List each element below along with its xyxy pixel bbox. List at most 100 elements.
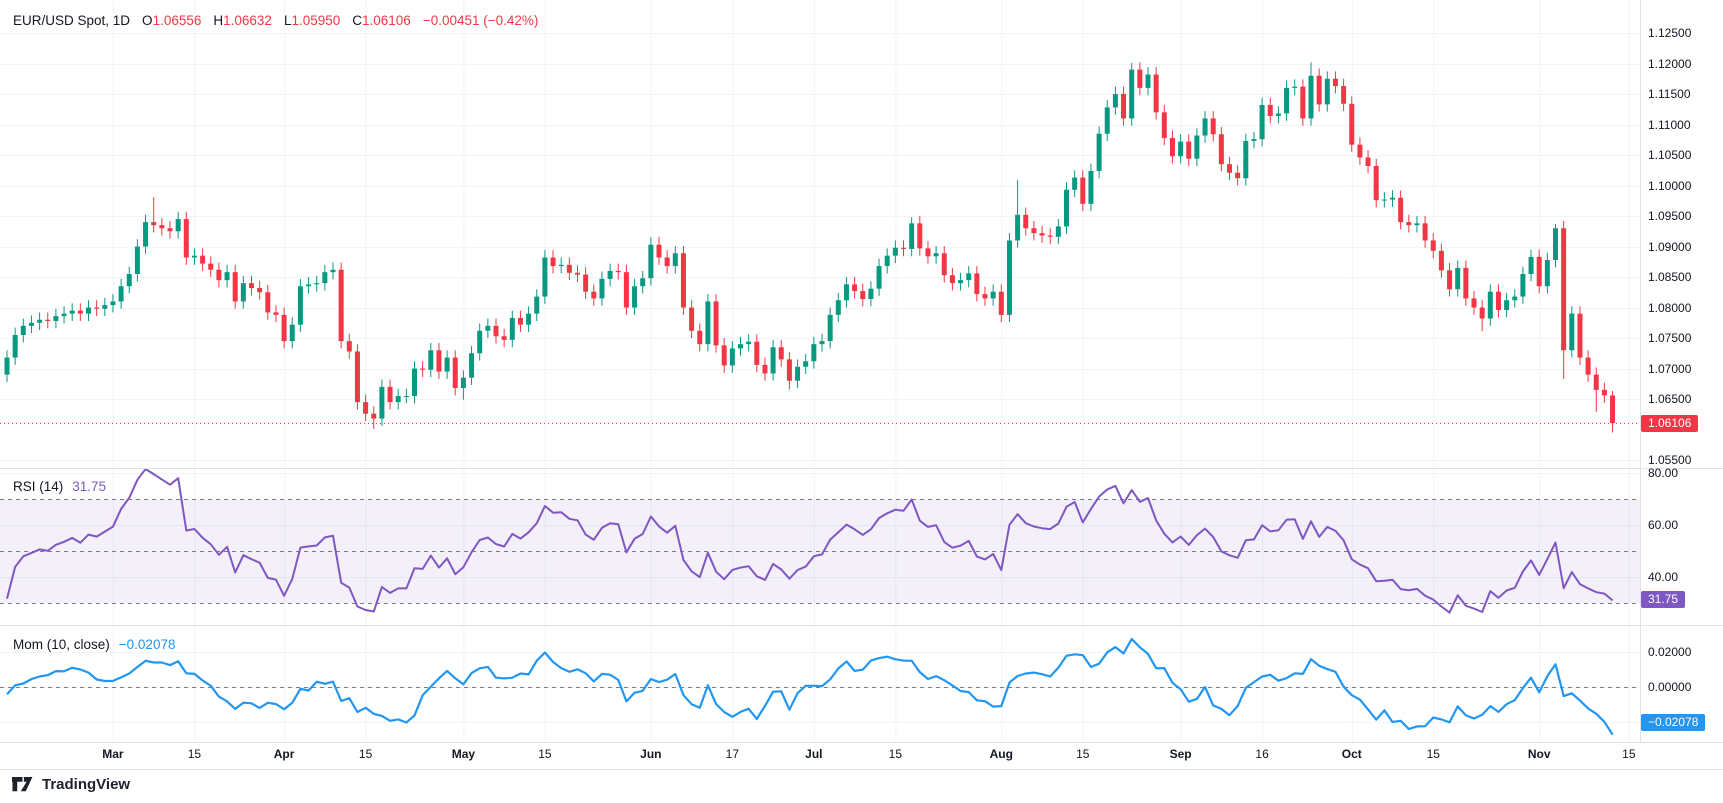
rsi-tick-label: 40.00 [1648, 570, 1679, 584]
candle [12, 327, 18, 365]
candle [1251, 131, 1257, 149]
candle [102, 297, 108, 317]
candle [1129, 62, 1135, 126]
candle [501, 328, 507, 348]
candle [1178, 134, 1184, 164]
candle [1349, 96, 1355, 152]
candle [1422, 216, 1428, 248]
candle [607, 263, 613, 287]
candle [664, 250, 670, 274]
candle [542, 250, 548, 304]
candle [1585, 350, 1591, 382]
candle [232, 264, 238, 309]
candle [86, 300, 91, 321]
candle [990, 284, 996, 306]
candle [1536, 249, 1542, 294]
candle [591, 284, 597, 306]
candle [729, 341, 735, 373]
candle [477, 323, 483, 361]
time-tick-label: Jul [805, 747, 823, 761]
candle [917, 216, 923, 256]
candle [330, 262, 336, 280]
momentum-layer [6, 637, 1614, 736]
candle [909, 217, 915, 257]
tradingview-logo-text: TradingView [42, 776, 131, 793]
candle [175, 211, 181, 239]
time-tick-label: 15 [1426, 747, 1440, 761]
candle [656, 236, 662, 265]
candle [762, 357, 768, 381]
candle [1504, 292, 1510, 318]
candle [191, 248, 197, 265]
candle [1487, 284, 1493, 326]
candle [387, 379, 393, 410]
candle [1153, 67, 1159, 120]
candle [509, 310, 515, 348]
time-tick-label: Apr [273, 747, 295, 761]
candle [338, 262, 344, 349]
candle [1104, 100, 1110, 141]
time-tick-label: 17 [725, 747, 740, 761]
time-tick-label: Jun [640, 747, 662, 761]
rsi-value: 31.75 [72, 479, 107, 494]
candle [1553, 223, 1558, 268]
candle [281, 307, 287, 349]
candle [941, 245, 947, 283]
candle [1577, 306, 1583, 365]
tradingview-logo[interactable]: TradingView [12, 776, 130, 793]
candle [1520, 266, 1526, 304]
candle [1365, 150, 1371, 174]
candle [1544, 252, 1550, 294]
candle [1055, 219, 1061, 245]
candle [615, 263, 621, 280]
candle [273, 305, 279, 323]
candle [1398, 190, 1404, 230]
candle [1561, 220, 1567, 379]
candle [420, 361, 426, 378]
candle [583, 267, 589, 300]
candle [534, 289, 540, 321]
candle [738, 336, 743, 356]
candle [395, 388, 401, 410]
candle [469, 345, 475, 386]
rsi-title: RSI (14) [13, 479, 64, 494]
candle [566, 257, 572, 281]
candle [770, 339, 776, 381]
rsi-line [6, 469, 1614, 614]
candle [558, 257, 564, 274]
candle [526, 306, 532, 332]
momentum-tick-label: 0.00000 [1648, 680, 1692, 694]
symbol-title: EUR/USD Spot, 1D [13, 13, 131, 28]
candle [1202, 111, 1208, 143]
candle [648, 237, 654, 286]
candle [599, 271, 605, 306]
candle [45, 312, 51, 329]
price-tick-label: 1.08000 [1648, 300, 1692, 315]
candle [183, 211, 189, 265]
candle [1373, 158, 1379, 208]
candle [1072, 170, 1078, 198]
rsi-tick-label: 60.00 [1648, 518, 1679, 532]
candle [982, 286, 988, 306]
candle [118, 278, 124, 309]
candle [1324, 71, 1330, 112]
time-tick-label: Aug [989, 747, 1013, 761]
candle [61, 306, 67, 324]
candle [819, 333, 825, 352]
candle [346, 333, 352, 359]
momentum-line [6, 637, 1614, 736]
candle [949, 267, 955, 291]
time-tick-label: 15 [1622, 747, 1636, 761]
candle [803, 353, 809, 375]
time-tick-label: 15 [888, 747, 903, 761]
rsi-tick-label: 80.00 [1648, 466, 1679, 480]
candle [240, 275, 246, 309]
candle [322, 264, 328, 291]
price-tick-label: 1.10000 [1648, 178, 1692, 193]
candle [412, 361, 417, 404]
candle [1414, 216, 1420, 233]
candle [1292, 79, 1298, 96]
